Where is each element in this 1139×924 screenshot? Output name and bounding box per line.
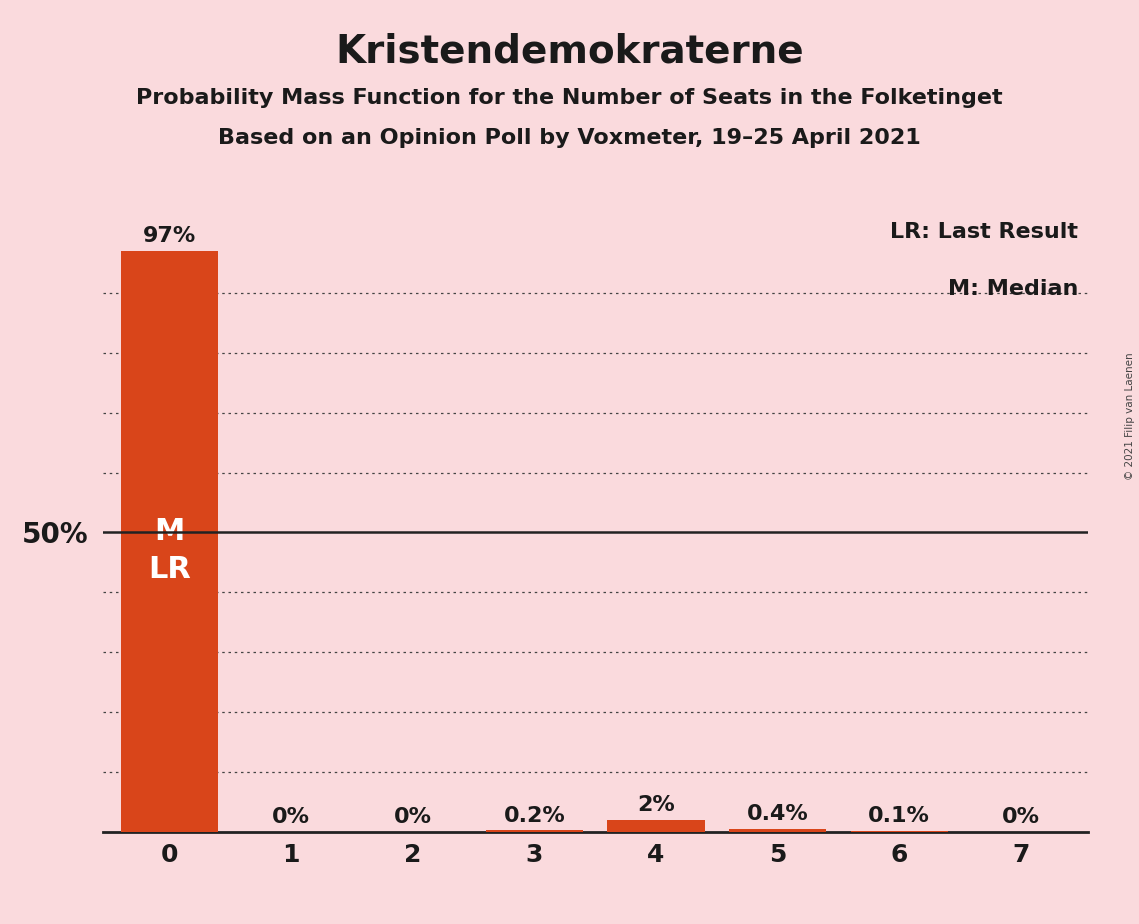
- Text: 0%: 0%: [394, 807, 432, 827]
- Text: 0.4%: 0.4%: [747, 805, 809, 824]
- Bar: [729, 829, 826, 832]
- Text: LR: Last Result: LR: Last Result: [890, 222, 1077, 242]
- Text: 0.2%: 0.2%: [503, 806, 565, 826]
- Text: 0%: 0%: [272, 807, 310, 827]
- Text: © 2021 Filip van Laenen: © 2021 Filip van Laenen: [1125, 352, 1134, 480]
- Text: 0%: 0%: [1002, 807, 1040, 827]
- Bar: [121, 251, 218, 832]
- Text: Probability Mass Function for the Number of Seats in the Folketinget: Probability Mass Function for the Number…: [137, 88, 1002, 108]
- Text: Based on an Opinion Poll by Voxmeter, 19–25 April 2021: Based on an Opinion Poll by Voxmeter, 19…: [219, 128, 920, 148]
- Bar: [607, 820, 705, 832]
- Text: Kristendemokraterne: Kristendemokraterne: [335, 32, 804, 70]
- Text: M: Median: M: Median: [948, 279, 1077, 298]
- Text: 0.1%: 0.1%: [868, 807, 931, 826]
- Text: M
LR: M LR: [148, 517, 191, 584]
- Text: 97%: 97%: [142, 226, 196, 247]
- Bar: [485, 831, 583, 832]
- Text: 2%: 2%: [637, 795, 674, 815]
